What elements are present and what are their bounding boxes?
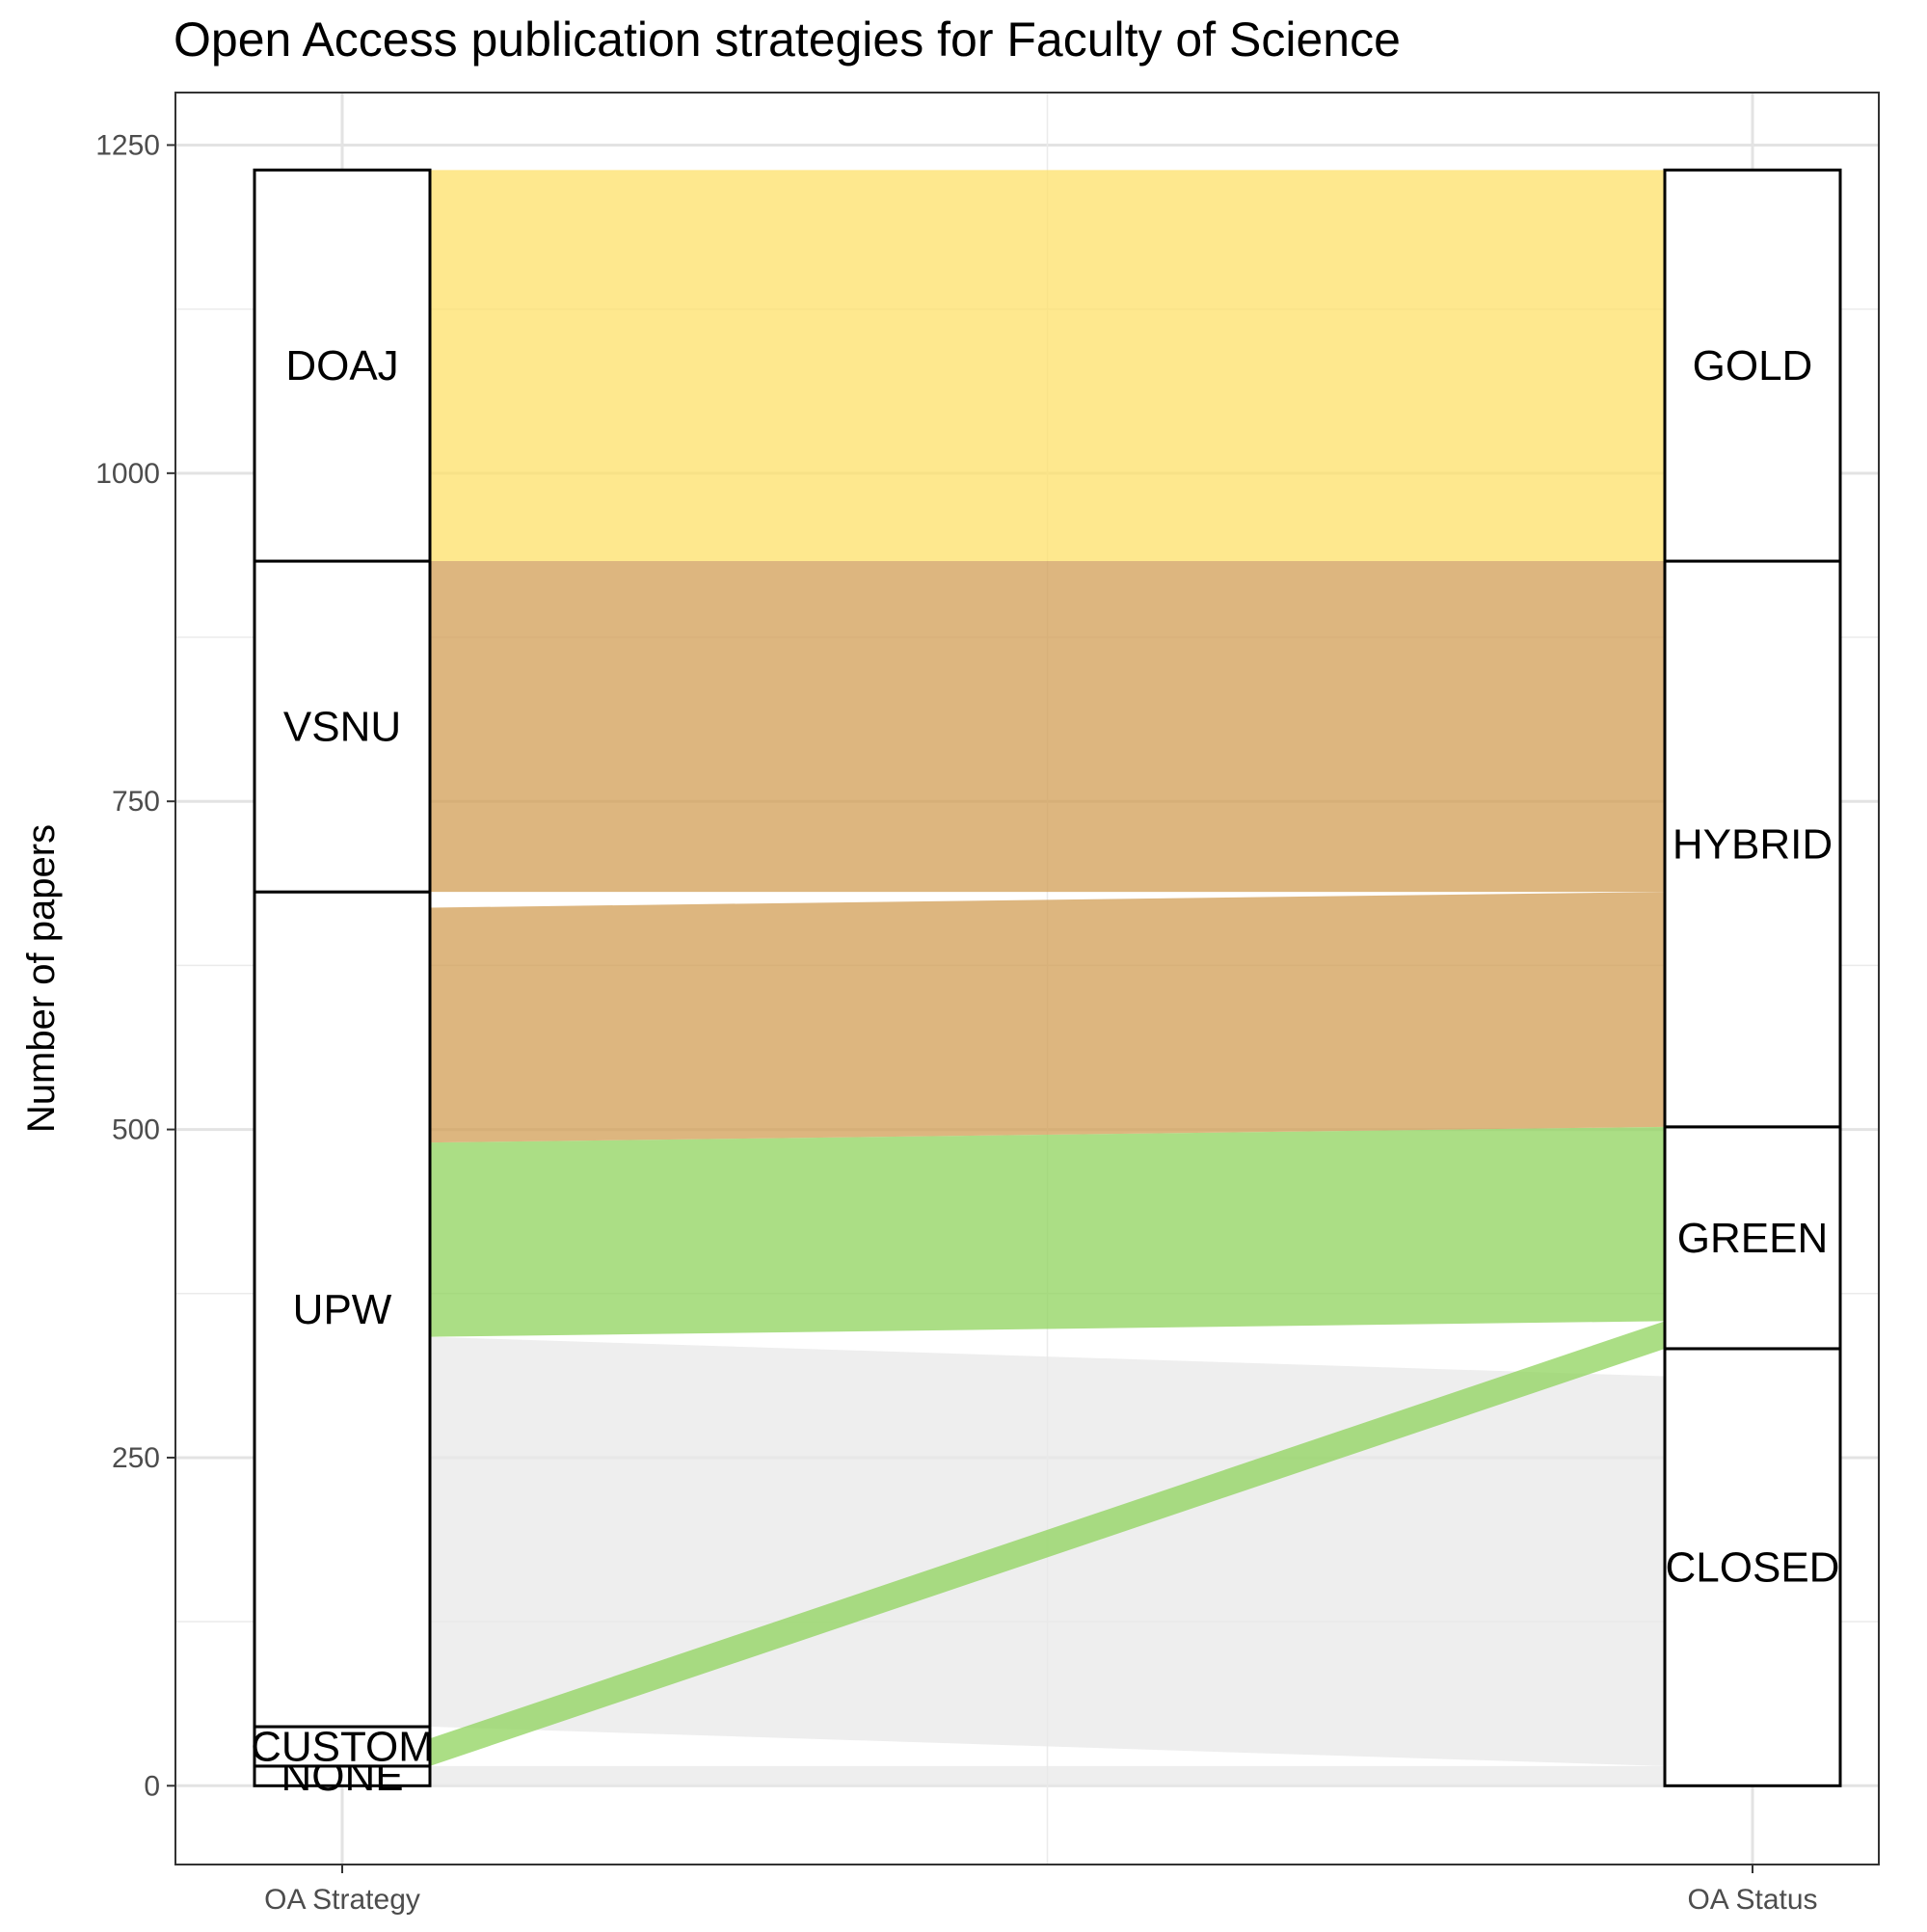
flow-doaj-to-gold: [430, 170, 1665, 562]
stratum-label-gold: GOLD: [1693, 342, 1813, 389]
stratum-gold: [1663, 168, 1842, 563]
stratum-label-hybrid: HYBRID: [1673, 820, 1833, 868]
flow-upw-to-green: [430, 1126, 1665, 1337]
axis-layer: 0 250 500 750 1000 1250 OA Strategy OA Status: [95, 129, 1817, 1916]
stratum-doaj: [253, 168, 432, 563]
chart-title: Open Access publication strategies for F…: [174, 13, 1401, 67]
stratum-label-closed: CLOSED: [1666, 1544, 1840, 1592]
y-axis-title: Number of papers: [20, 824, 63, 1133]
flow-vsnu-to-hybrid: [430, 561, 1665, 893]
y-tick-label: 750: [112, 786, 160, 818]
y-tick-label: 1000: [95, 458, 160, 490]
stratum-label-custom: CUSTOM: [251, 1723, 434, 1770]
x-tick-label: OA Status: [1687, 1884, 1817, 1916]
x-tick-label: OA Strategy: [264, 1884, 420, 1916]
flow-upw-to-hybrid: [430, 892, 1665, 1143]
stratum-closed: [1663, 1347, 1842, 1787]
y-tick-label: 0: [144, 1770, 160, 1802]
stratum-label-upw: UPW: [293, 1286, 392, 1333]
plot-border: [174, 92, 1880, 1865]
stratum-label-green: GREEN: [1677, 1215, 1828, 1262]
stratum-label-doaj: DOAJ: [285, 342, 398, 389]
flow-none-to-closed: [430, 1765, 1665, 1786]
flow-layer: [430, 170, 1665, 1786]
y-tick-label: 1250: [95, 129, 160, 161]
flow-custom-to-green: [430, 1321, 1665, 1766]
strata-layer: NONECUSTOMUPWVSNUDOAJCLOSEDGREENHYBRIDGO…: [251, 168, 1842, 1800]
stratum-vsnu: [253, 559, 432, 894]
y-tick-label: 500: [112, 1114, 160, 1146]
y-tick-label: 250: [112, 1442, 160, 1474]
stratum-upw: [253, 890, 432, 1729]
stratum-green: [1663, 1125, 1842, 1351]
stratum-label-vsnu: VSNU: [283, 704, 401, 751]
stratum-hybrid: [1663, 559, 1842, 1129]
